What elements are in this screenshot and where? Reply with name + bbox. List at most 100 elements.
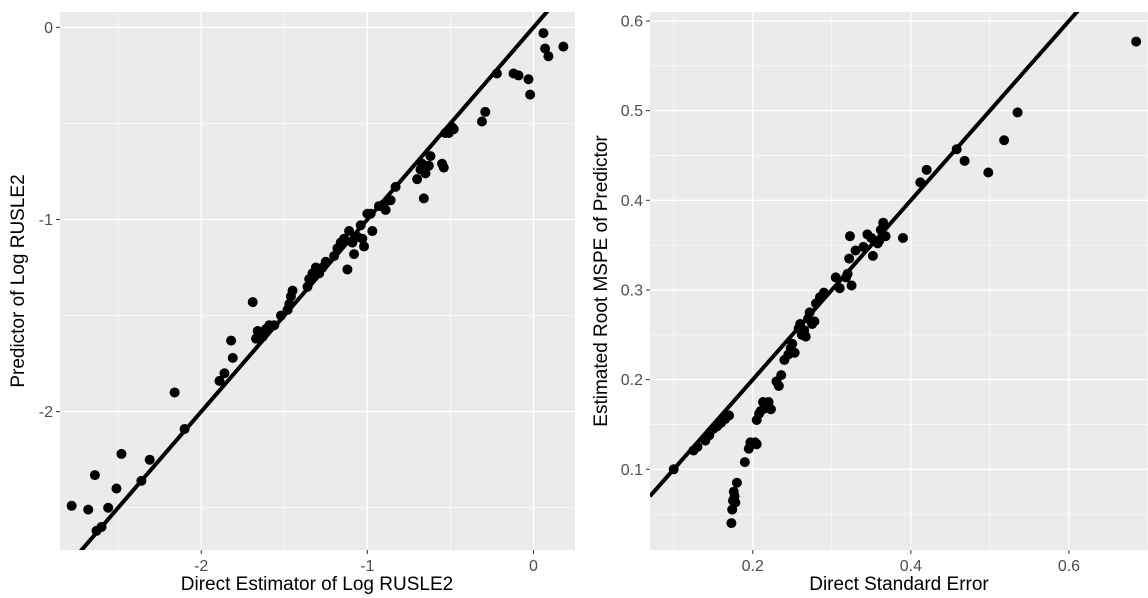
right-data-point — [818, 287, 829, 298]
right-data-point — [692, 441, 703, 452]
left-data-point — [287, 285, 298, 296]
left-data-point — [96, 521, 107, 532]
right-y-ticks: 0.1 0.2 0.3 0.4 0.5 0.6 — [621, 13, 650, 479]
left-data-point — [339, 233, 350, 244]
left-data-point — [359, 241, 370, 252]
right-data-point — [915, 177, 926, 188]
left-data-point — [412, 174, 423, 185]
left-data-point — [420, 168, 431, 179]
right-data-point — [776, 370, 787, 381]
left-data-point — [558, 41, 569, 52]
left-data-point — [179, 423, 190, 434]
right-data-points — [668, 36, 1142, 529]
right-y-tick-label: 0.5 — [621, 103, 643, 120]
right-x-tick-label: 0.4 — [900, 558, 922, 575]
left-data-point — [344, 226, 355, 237]
right-scatter-panel: 0.2 0.4 0.6 0.1 0.2 0.3 0.4 0.5 0.6 Direct Stan… — [591, 12, 1148, 595]
left-data-point — [380, 204, 391, 215]
right-data-point — [867, 250, 878, 261]
right-data-point — [1012, 107, 1023, 118]
right-data-point — [878, 217, 889, 228]
left-data-point — [136, 475, 147, 486]
left-data-point — [66, 500, 77, 511]
right-y-tick-label: 0.1 — [621, 462, 643, 479]
right-y-tick-label: 0.2 — [621, 372, 643, 389]
right-data-point — [834, 283, 845, 294]
left-data-point — [385, 195, 396, 206]
right-data-point — [739, 457, 750, 468]
left-data-point — [284, 299, 295, 310]
left-data-points — [66, 28, 569, 536]
right-y-tick-label: 0.3 — [621, 282, 643, 299]
left-y-tick-label: -1 — [39, 212, 53, 229]
left-data-point — [275, 310, 286, 321]
left-data-point — [227, 352, 238, 363]
left-data-point — [219, 368, 230, 379]
right-data-point — [765, 404, 776, 415]
right-x-tick-label: 0.2 — [742, 558, 764, 575]
right-reference-line — [650, 12, 1080, 498]
left-data-point — [214, 375, 225, 386]
right-data-point — [951, 144, 962, 155]
left-data-point — [390, 181, 401, 192]
left-x-ticks: -2 -1 0 — [194, 550, 538, 575]
right-x-ticks: 0.2 0.4 0.6 — [742, 550, 1080, 575]
right-data-point — [731, 477, 742, 488]
left-data-point — [365, 208, 376, 219]
left-data-point — [269, 320, 280, 331]
left-data-point — [523, 74, 534, 85]
right-data-point — [809, 316, 820, 327]
left-data-point — [169, 387, 180, 398]
left-x-tick-label: 0 — [529, 558, 538, 575]
left-data-point — [355, 220, 366, 231]
left-data-point — [425, 151, 436, 162]
left-y-ticks: -2 -1 0 — [39, 20, 60, 421]
left-plot-background — [60, 12, 575, 550]
right-data-point — [842, 268, 853, 279]
left-data-point — [476, 116, 487, 127]
left-x-tick-label: -2 — [194, 558, 208, 575]
right-data-point — [1131, 36, 1142, 47]
right-y-tick-label: 0.6 — [621, 13, 643, 30]
left-data-point — [103, 502, 114, 513]
right-data-point — [858, 241, 869, 252]
right-data-point — [999, 135, 1010, 146]
left-y-tick-label: -2 — [39, 404, 53, 421]
right-x-tick-label: 0.6 — [1058, 558, 1080, 575]
right-data-point — [726, 518, 737, 529]
right-data-point — [800, 331, 811, 342]
left-data-point — [116, 448, 127, 459]
left-data-point — [257, 331, 268, 342]
left-data-point — [349, 249, 360, 260]
left-data-point — [329, 251, 340, 262]
right-data-point — [751, 439, 762, 450]
left-data-point — [83, 504, 94, 515]
right-data-point — [730, 497, 741, 508]
right-data-point — [787, 338, 798, 349]
left-y-tick-label: 0 — [44, 20, 53, 37]
left-data-point — [491, 68, 502, 79]
right-data-point — [850, 245, 861, 256]
left-y-axis-title: Predictor of Log RUSLE2 — [8, 174, 29, 387]
left-data-point — [144, 454, 155, 465]
left-data-point — [247, 297, 258, 308]
left-data-point — [367, 226, 378, 237]
left-data-point — [513, 70, 524, 81]
right-data-point — [724, 410, 735, 421]
left-data-point — [226, 335, 237, 346]
left-x-axis-title: Direct Estimator of Log RUSLE2 — [181, 574, 453, 595]
right-data-point — [789, 347, 800, 358]
right-data-point — [897, 232, 908, 243]
left-data-point — [342, 264, 353, 275]
right-identity-line — [650, 12, 1080, 498]
left-data-point — [423, 160, 434, 171]
left-data-point — [302, 281, 313, 292]
right-gridlines — [650, 12, 1148, 550]
left-data-point — [543, 51, 554, 62]
right-x-axis-title: Direct Standard Error — [809, 574, 989, 595]
right-data-point — [844, 253, 855, 264]
right-data-point — [983, 167, 994, 178]
right-data-point — [844, 231, 855, 242]
left-data-point — [538, 28, 549, 39]
